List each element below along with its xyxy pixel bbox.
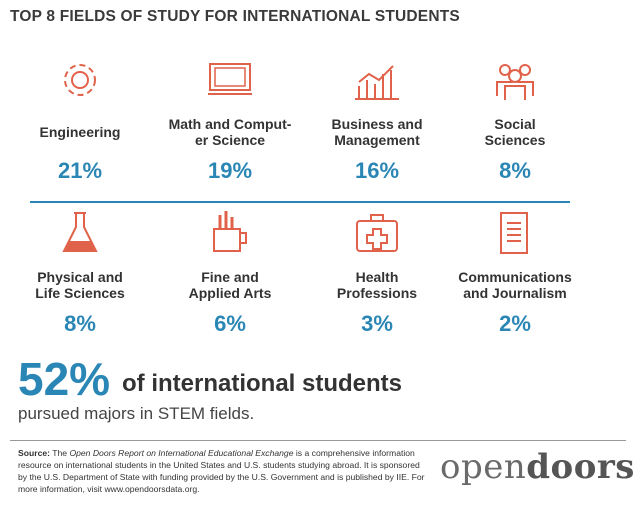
field-label-line: Professions: [336, 285, 418, 301]
field-label-line: Management: [334, 132, 420, 148]
field-label-line: Applied Arts: [188, 285, 272, 301]
field-label-line: Health: [355, 269, 399, 285]
source-title: Open Doors Report on International Educa…: [69, 448, 294, 458]
field-label-line: Life Sciences: [35, 285, 125, 301]
logo-open: open: [440, 447, 527, 487]
field-share: 19%: [207, 158, 253, 183]
field-label-line: Engineering: [39, 124, 121, 140]
field-label: Fine and Applied Arts: [155, 269, 305, 301]
source-text: is a comprehensive information resource …: [18, 448, 425, 494]
field-icon: [62, 212, 98, 252]
field-label: Health Professions: [302, 269, 452, 301]
field-label: Physical and Life Sciences: [5, 269, 155, 301]
field-share: 8%: [64, 311, 96, 336]
logo-doors: doors: [526, 447, 635, 487]
divider: [10, 440, 626, 441]
logo-mark: ®: [635, 450, 636, 461]
field-share: 2%: [499, 311, 531, 336]
highlight-value: 52%: [18, 353, 111, 405]
field-icon: [64, 64, 96, 96]
field-label-line: er Science: [194, 132, 266, 148]
source: Source: The Open Doors Report on Interna…: [18, 447, 426, 495]
field-icon: [496, 64, 534, 100]
field-icon: [208, 63, 252, 95]
source-label: Source:: [18, 448, 50, 458]
field-share: 8%: [499, 158, 531, 183]
field-label: Social Sciences: [440, 116, 590, 148]
highlight-subtext: pursued majors in STEM fields.: [18, 404, 255, 423]
field-label-line: Business and: [331, 116, 423, 132]
field-label-line: Math and Comput-: [168, 116, 292, 132]
source-text: The: [52, 448, 68, 458]
field-label: Engineering: [5, 124, 155, 140]
field-icon: [355, 65, 399, 100]
title: TOP 8 FIELDS OF STUDY FOR INTERNATIONAL …: [10, 8, 460, 25]
field-label: Communications and Journalism: [440, 269, 590, 301]
field-share: 3%: [361, 311, 393, 336]
field-icon: [213, 211, 247, 252]
field-label-line: Fine and: [201, 269, 259, 285]
field-label-line: Communications: [458, 269, 572, 285]
field-label: Math and Comput-er Science: [155, 116, 305, 148]
divider: [30, 201, 570, 203]
highlight-text: of international students: [122, 370, 403, 397]
field-share: 6%: [214, 311, 246, 336]
field-share: 21%: [57, 158, 103, 183]
field-icon: [500, 212, 528, 254]
field-label-line: Sciences: [484, 132, 546, 148]
field-label-line: Physical and: [37, 269, 123, 285]
field-label-line: Social: [494, 116, 536, 132]
field-label-line: and Journalism: [463, 285, 567, 301]
field-label: Business and Management: [302, 116, 452, 148]
logo: opendoors®: [440, 447, 636, 487]
field-share: 16%: [354, 158, 400, 183]
field-icon: [356, 214, 398, 252]
